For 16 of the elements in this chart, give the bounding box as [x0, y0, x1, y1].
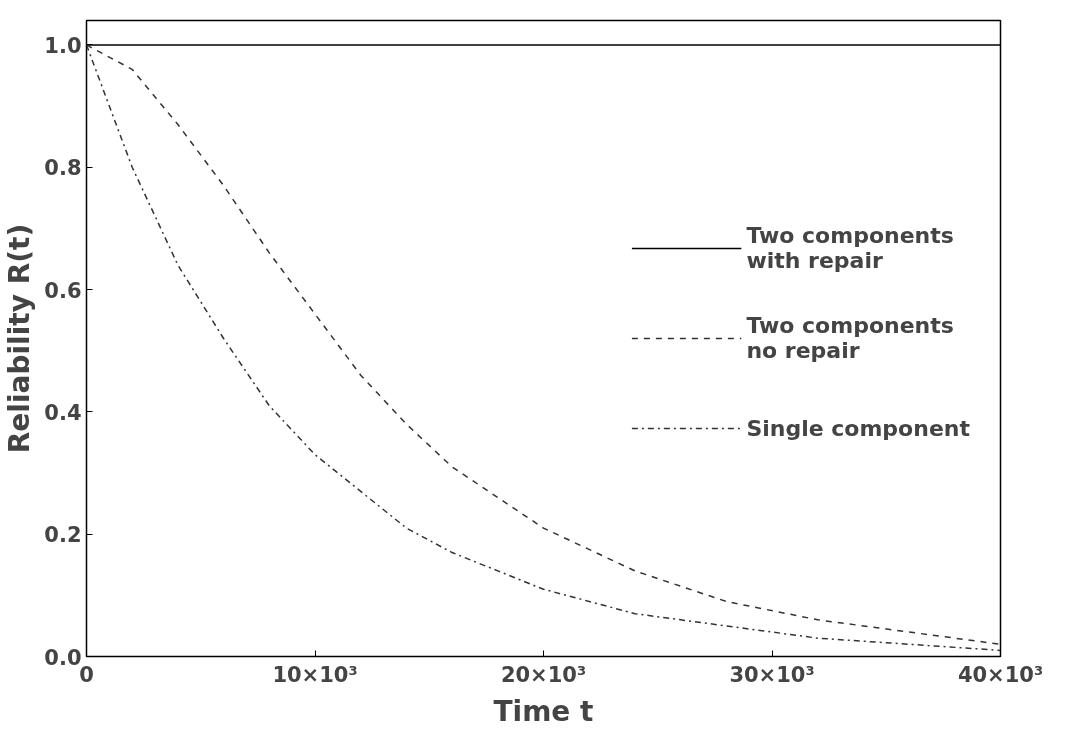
- x-tick-label: 40×10³: [957, 662, 1044, 687]
- y-axis-title: Reliability R(t): [3, 223, 37, 454]
- legend-label: Two components no repair: [746, 313, 954, 363]
- y-tick-label: 0.2: [44, 523, 82, 548]
- y-tick-label: 0.0: [44, 645, 82, 670]
- legend-label: Two components with repair: [746, 223, 954, 273]
- x-tick-label: 30×10³: [729, 662, 815, 687]
- y-tick-label: 1.0: [44, 33, 82, 58]
- y-tick-label: 0.6: [44, 278, 82, 303]
- x-tick-label: 20×10³: [500, 662, 587, 687]
- x-tick-label: 10×10³: [272, 662, 358, 687]
- legend-label: Single component: [746, 414, 970, 443]
- y-tick-label: 0.8: [44, 156, 82, 181]
- y-tick-label: 0.4: [44, 400, 82, 425]
- x-axis-title: Time t: [493, 694, 594, 728]
- x-tick-label: 0: [79, 662, 94, 687]
